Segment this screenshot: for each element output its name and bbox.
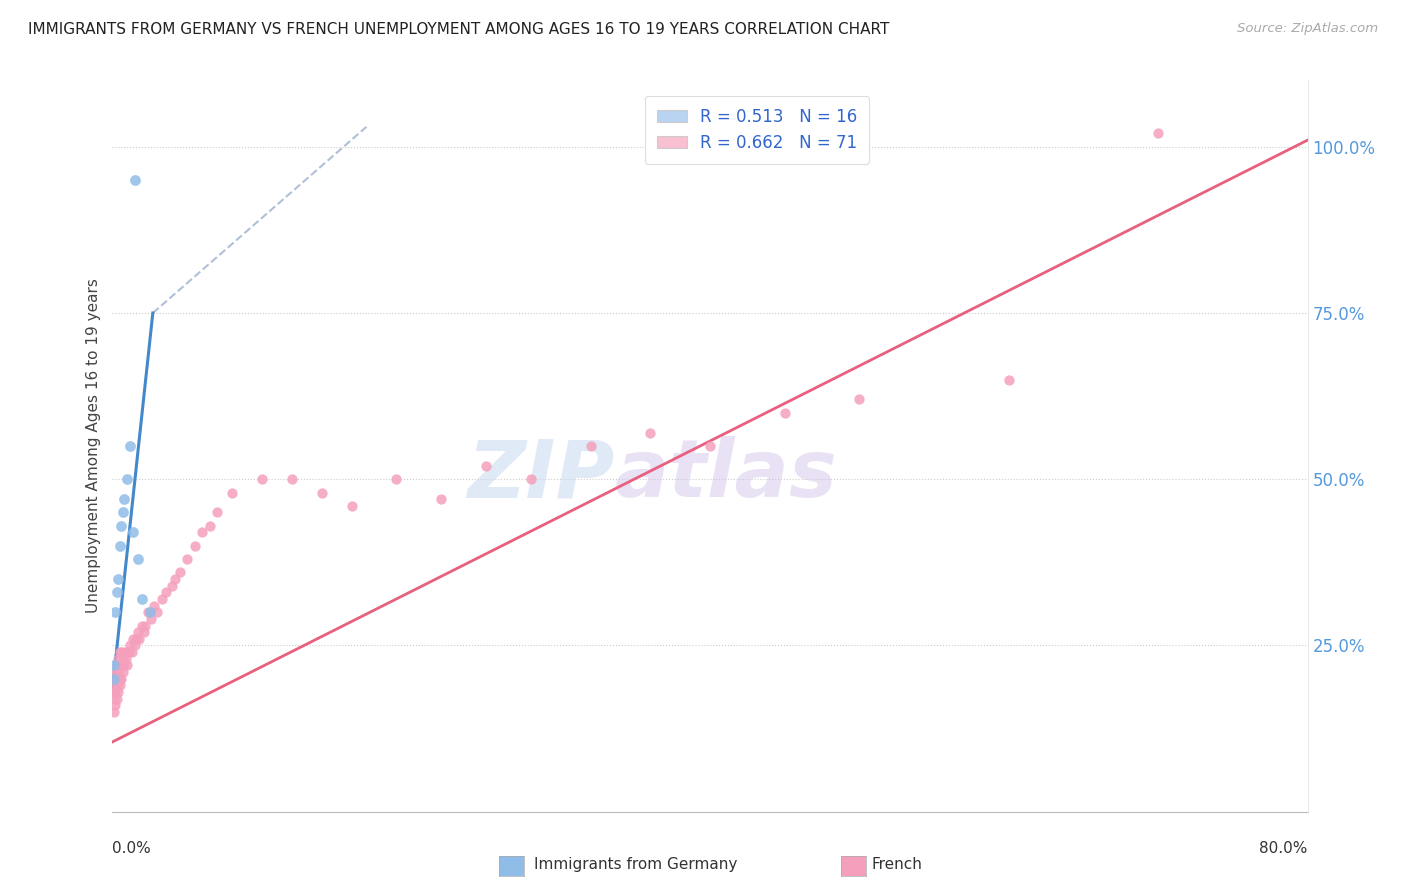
Point bbox=[107, 685, 129, 699]
Point bbox=[108, 645, 131, 659]
Point bbox=[475, 458, 498, 473]
Point bbox=[103, 685, 125, 699]
Point bbox=[120, 439, 142, 453]
Point bbox=[162, 579, 183, 593]
Point bbox=[103, 691, 125, 706]
Point bbox=[107, 572, 129, 586]
Point bbox=[385, 472, 408, 486]
Point bbox=[221, 485, 243, 500]
Point bbox=[165, 572, 187, 586]
Point bbox=[155, 585, 177, 599]
Point bbox=[111, 506, 134, 520]
Point bbox=[127, 625, 149, 640]
Point bbox=[848, 392, 870, 407]
Point bbox=[107, 672, 129, 686]
Point bbox=[124, 173, 146, 187]
Legend: R = 0.513   N = 16, R = 0.662   N = 71: R = 0.513 N = 16, R = 0.662 N = 71 bbox=[645, 96, 869, 163]
Point bbox=[103, 705, 125, 719]
Point bbox=[139, 605, 162, 619]
Point bbox=[120, 639, 142, 653]
Point bbox=[104, 685, 127, 699]
Point bbox=[638, 425, 662, 440]
Text: ZIP: ZIP bbox=[467, 436, 614, 515]
Point bbox=[110, 518, 132, 533]
Point bbox=[205, 506, 228, 520]
Point bbox=[311, 485, 333, 500]
Point bbox=[108, 672, 131, 686]
Point bbox=[105, 691, 128, 706]
Point bbox=[107, 652, 129, 666]
Point bbox=[110, 672, 132, 686]
Point bbox=[107, 665, 129, 679]
Text: Source: ZipAtlas.com: Source: ZipAtlas.com bbox=[1237, 22, 1378, 36]
Point bbox=[115, 652, 138, 666]
Point bbox=[103, 658, 125, 673]
Point bbox=[699, 439, 721, 453]
Point bbox=[281, 472, 304, 486]
Point bbox=[430, 492, 453, 507]
Point bbox=[579, 439, 602, 453]
Point bbox=[104, 698, 127, 713]
Point bbox=[104, 665, 127, 679]
Point bbox=[773, 406, 796, 420]
Point bbox=[340, 499, 363, 513]
Text: Immigrants from Germany: Immigrants from Germany bbox=[534, 857, 738, 872]
Point bbox=[520, 472, 543, 486]
Point bbox=[998, 372, 1021, 386]
Point bbox=[114, 492, 135, 507]
Point bbox=[105, 678, 128, 692]
Point bbox=[183, 539, 205, 553]
Point bbox=[105, 658, 128, 673]
Point bbox=[143, 599, 166, 613]
Point bbox=[138, 605, 160, 619]
Point bbox=[1147, 127, 1170, 141]
Point bbox=[110, 658, 132, 673]
Point bbox=[250, 472, 273, 486]
Point bbox=[104, 678, 127, 692]
Point bbox=[117, 645, 139, 659]
Point bbox=[122, 525, 145, 540]
Point bbox=[176, 552, 198, 566]
Point bbox=[169, 566, 191, 580]
Point bbox=[198, 518, 221, 533]
Point bbox=[141, 612, 163, 626]
Point bbox=[117, 472, 139, 486]
Point bbox=[131, 591, 153, 606]
Point bbox=[124, 639, 146, 653]
Point bbox=[134, 618, 156, 632]
Point bbox=[111, 652, 134, 666]
Point bbox=[114, 658, 135, 673]
Text: atlas: atlas bbox=[614, 436, 837, 515]
Y-axis label: Unemployment Among Ages 16 to 19 years: Unemployment Among Ages 16 to 19 years bbox=[86, 278, 101, 614]
Text: IMMIGRANTS FROM GERMANY VS FRENCH UNEMPLOYMENT AMONG AGES 16 TO 19 YEARS CORRELA: IMMIGRANTS FROM GERMANY VS FRENCH UNEMPL… bbox=[28, 22, 890, 37]
Point bbox=[150, 591, 173, 606]
Point bbox=[104, 605, 127, 619]
Point bbox=[108, 678, 131, 692]
Point bbox=[105, 672, 128, 686]
Point bbox=[146, 605, 169, 619]
Point bbox=[105, 585, 128, 599]
Text: French: French bbox=[872, 857, 922, 872]
Point bbox=[128, 632, 150, 646]
Point bbox=[121, 645, 143, 659]
Point bbox=[103, 672, 125, 686]
Point bbox=[110, 645, 132, 659]
Point bbox=[191, 525, 214, 540]
Point bbox=[114, 645, 135, 659]
Text: 0.0%: 0.0% bbox=[112, 841, 152, 856]
Point bbox=[111, 665, 134, 679]
Point bbox=[103, 672, 125, 686]
Point bbox=[118, 645, 141, 659]
Point bbox=[125, 632, 148, 646]
Point bbox=[127, 552, 149, 566]
Point bbox=[132, 625, 155, 640]
Point bbox=[131, 618, 153, 632]
Point bbox=[122, 632, 145, 646]
Point bbox=[108, 539, 131, 553]
Point bbox=[117, 658, 139, 673]
Text: 80.0%: 80.0% bbox=[1260, 841, 1308, 856]
Point bbox=[108, 658, 131, 673]
